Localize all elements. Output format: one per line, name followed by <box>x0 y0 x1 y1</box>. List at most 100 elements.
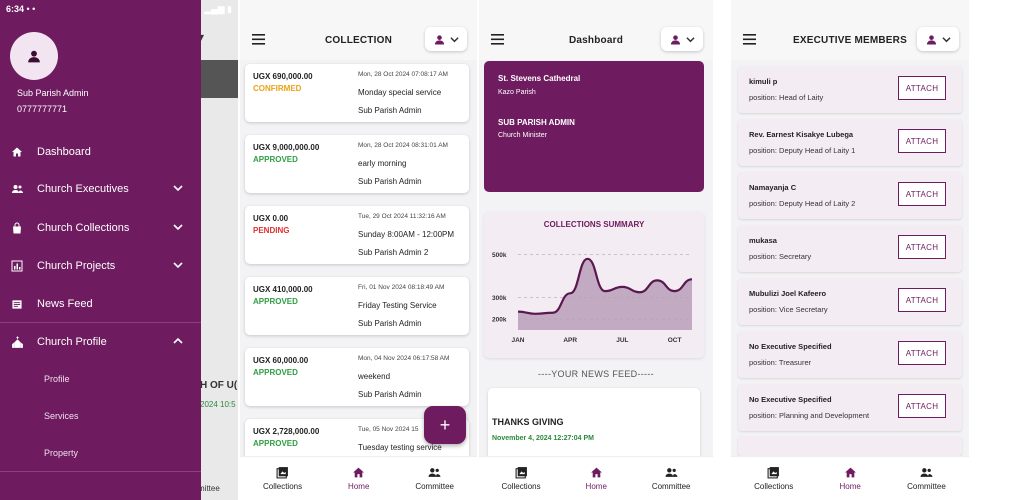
member-card-partial <box>738 436 962 456</box>
drawer-screen: ▾ H OF U( 2024 10:5 mittee 6:34 • • ▂▄▆ … <box>0 0 238 500</box>
drawer-item-label: Church Profile <box>37 336 107 348</box>
menu-icon[interactable] <box>491 34 504 45</box>
collection-by: Sub Parish Admin <box>358 106 422 115</box>
drawer-item-church-executives[interactable]: Church Executives <box>0 170 201 208</box>
chevron-down-icon <box>173 224 183 231</box>
collection-by: Sub Parish Admin <box>358 177 422 186</box>
bottom-nav-home[interactable]: Home <box>840 466 861 491</box>
collection-by: Sub Parish Admin <box>358 390 422 399</box>
member-name: kimuli p <box>749 77 778 86</box>
member-name: Mubulizi Joel Kafeero <box>749 289 827 298</box>
collection-screen: COLLECTION UGX 690,000.00 CONFIRMED Mon,… <box>240 0 477 500</box>
position-value: Deputy Head of Laity 2 <box>779 199 856 208</box>
chart-ytick-label: 200k <box>492 317 507 324</box>
drawer-item-news-feed[interactable]: News Feed <box>0 285 201 323</box>
page-title: Dashboard <box>568 35 624 46</box>
bottom-nav-committee[interactable]: Committee <box>415 466 454 491</box>
chart-xtick-label: JUL <box>616 337 628 344</box>
drawer-subitem-profile[interactable]: Profile <box>44 374 70 384</box>
page-title: COLLECTION <box>325 35 392 46</box>
menu-icon[interactable] <box>743 34 756 45</box>
news-title: THANKS GIVING <box>492 417 564 427</box>
attach-button[interactable]: ATTACH <box>898 182 946 206</box>
news-card[interactable]: THANKS GIVING November 4, 2024 12:27:04 … <box>488 388 700 468</box>
user-name: Sub Parish Admin <box>17 88 89 98</box>
position-value: Planning and Development <box>779 411 870 420</box>
bottom-nav-home[interactable]: Home <box>586 466 607 491</box>
drawer-item-church-collections[interactable]: Church Collections <box>0 209 201 247</box>
avatar[interactable] <box>10 32 58 80</box>
app-bar: EXECUTIVE MEMBERS <box>731 0 969 60</box>
bottom-nav-label: Home <box>839 482 861 491</box>
attach-button[interactable]: ATTACH <box>898 341 946 365</box>
member-position: position: Vice Secretary <box>749 305 828 314</box>
collection-amount: UGX 9,000,000.00 <box>253 143 320 152</box>
collection-date: Tue, 05 Nov 2024 15 <box>358 426 419 433</box>
add-collection-button[interactable]: + <box>424 406 466 444</box>
member-name: mukasa <box>749 236 777 245</box>
attach-button[interactable]: ATTACH <box>898 129 946 153</box>
bottom-nav-label: Home <box>585 482 607 491</box>
collection-card[interactable]: UGX 690,000.00 CONFIRMED Mon, 28 Oct 202… <box>245 64 469 122</box>
bottom-nav-collections[interactable]: Collections <box>754 466 793 491</box>
bottom-nav-committee[interactable]: Committee <box>907 466 946 491</box>
bottom-nav-home[interactable]: Home <box>348 466 369 491</box>
nav-drawer: Sub Parish Admin 0777777771 Dashboard Ch… <box>0 0 201 500</box>
bottom-nav-label: Committee <box>651 482 691 491</box>
people-icon <box>920 468 933 477</box>
member-position: position: Secretary <box>749 252 811 261</box>
bottom-nav-collections[interactable]: Collections <box>263 466 302 491</box>
menu-icon[interactable] <box>252 34 265 45</box>
collection-date: Mon, 04 Nov 2024 06:17:58 AM <box>358 355 450 362</box>
app-bar: COLLECTION <box>240 0 477 60</box>
account-menu-button[interactable] <box>917 27 959 51</box>
collection-card[interactable]: UGX 9,000,000.00 APPROVED Mon, 28 Oct 20… <box>245 135 469 193</box>
collection-status: APPROVED <box>253 439 298 448</box>
drawer-item-label: Dashboard <box>37 146 91 158</box>
attach-button[interactable]: ATTACH <box>898 394 946 418</box>
attach-button[interactable]: ATTACH <box>898 288 946 312</box>
member-card: No Executive Specified position: Treasure… <box>738 331 962 378</box>
position-value: Treasurer <box>778 358 812 367</box>
app-bar: Dashboard <box>479 0 713 60</box>
news-icon <box>10 297 24 311</box>
account-menu-button[interactable] <box>661 27 703 51</box>
collection-card[interactable]: UGX 410,000.00 APPROVED Fri, 01 Nov 2024… <box>245 277 469 335</box>
position-value: Secretary <box>779 252 812 261</box>
people-icon <box>428 468 441 477</box>
attach-button[interactable]: ATTACH <box>898 235 946 259</box>
chart-svg: 500k 300k 200k JAN APR JUL OCT <box>492 252 693 344</box>
drawer-subitem-services[interactable]: Services <box>44 411 79 421</box>
bottom-nav-label: Committee <box>907 482 946 491</box>
chevron-up-icon <box>173 337 183 344</box>
person-icon <box>670 34 680 45</box>
collection-card[interactable]: UGX 60,000.00 APPROVED Mon, 04 Nov 2024 … <box>245 348 469 406</box>
bottom-nav-collections[interactable]: Collections <box>501 466 541 491</box>
home-icon <box>590 467 602 478</box>
bottom-nav-label: Collections <box>754 482 794 491</box>
person-icon <box>926 34 936 45</box>
drawer-subitem-property[interactable]: Property <box>44 448 79 458</box>
collection-date: Fri, 01 Nov 2024 08:18:49 AM <box>358 284 445 291</box>
drawer-item-dashboard[interactable]: Dashboard <box>0 133 201 171</box>
page-title: EXECUTIVE MEMBERS <box>793 35 907 46</box>
member-card: Rev. Earnest Kisakye Lubega position: Dep… <box>738 119 962 166</box>
position-prefix: position: <box>749 305 777 314</box>
attach-button[interactable]: ATTACH <box>898 76 946 100</box>
chart-series-line <box>517 257 693 315</box>
drawer-item-label: News Feed <box>37 298 93 310</box>
collection-card[interactable]: UGX 0.00 PENDING Tue, 29 Oct 2024 11:32:… <box>245 206 469 264</box>
collection-date: Tue, 29 Oct 2024 11:32:16 AM <box>358 213 446 220</box>
drawer-item-church-projects[interactable]: Church Projects <box>0 247 201 285</box>
chart-title: COLLECTIONS SUMMARY <box>543 220 645 229</box>
news-date: November 4, 2024 12:27:04 PM <box>492 435 594 442</box>
account-menu-button[interactable] <box>425 27 467 51</box>
people-icon <box>10 182 24 196</box>
collection-status: APPROVED <box>253 368 298 377</box>
bottom-nav-label: Home <box>348 482 370 491</box>
collection-status: CONFIRMED <box>253 84 302 93</box>
bottom-nav-committee[interactable]: Committee <box>652 466 691 491</box>
collection-amount: UGX 60,000.00 <box>253 356 309 365</box>
drawer-item-church-profile[interactable]: Church Profile <box>0 323 201 361</box>
backdrop-title: H OF U( <box>200 380 238 391</box>
